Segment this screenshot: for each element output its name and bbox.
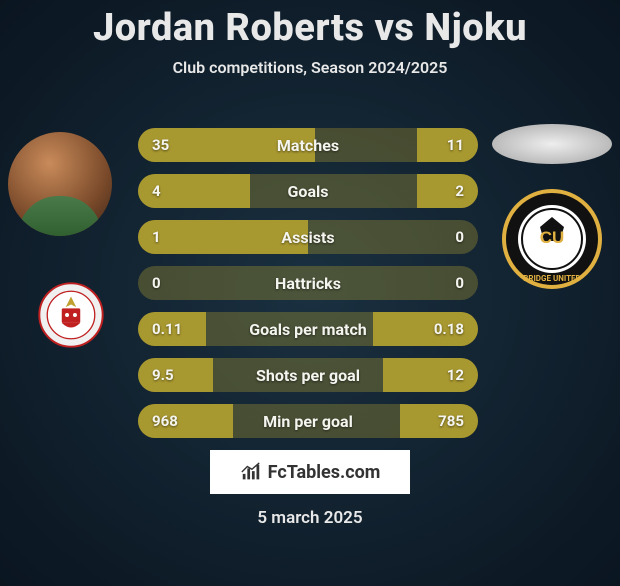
stat-label: Matches (202, 136, 414, 155)
stat-value-left: 35 (138, 136, 202, 154)
stat-label: Hattricks (202, 274, 414, 293)
player1-club-crest-icon (38, 282, 104, 348)
stat-value-left: 1 (138, 228, 202, 246)
svg-text:CU: CU (540, 228, 565, 247)
page-title: Jordan Roberts vs Njoku (0, 6, 620, 50)
player2-club-crest-icon: CU BRIDGE UNITED (502, 189, 602, 289)
stat-label: Assists (202, 228, 414, 247)
stat-value-right: 11 (414, 136, 478, 154)
stat-row: 4Goals2 (138, 174, 478, 208)
stat-value-right: 2 (414, 182, 478, 200)
stat-label: Min per goal (202, 412, 414, 431)
stat-value-right: 0 (414, 228, 478, 246)
brand-logo[interactable]: FcTables.com (210, 450, 410, 494)
stat-label: Goals (202, 182, 414, 201)
date-label: 5 march 2025 (0, 508, 620, 528)
subtitle: Club competitions, Season 2024/2025 (0, 58, 620, 77)
stat-value-left: 0.11 (138, 320, 202, 338)
stats-table: 35Matches114Goals21Assists00Hattricks00.… (138, 128, 478, 450)
player1-photo (8, 132, 112, 236)
stat-value-right: 0 (414, 274, 478, 292)
stat-row: 9.5Shots per goal12 (138, 358, 478, 392)
stat-value-right: 12 (414, 366, 478, 384)
player2-name: Njoku (424, 6, 527, 50)
stat-row: 35Matches11 (138, 128, 478, 162)
chart-icon (240, 461, 262, 483)
stat-value-left: 968 (138, 412, 202, 430)
stat-value-left: 9.5 (138, 366, 202, 384)
brand-text: FcTables.com (268, 462, 381, 483)
player2-photo-placeholder (492, 124, 612, 164)
stat-label: Goals per match (202, 320, 414, 339)
stat-row: 968Min per goal785 (138, 404, 478, 438)
stat-label: Shots per goal (202, 366, 414, 385)
stat-value-left: 0 (138, 274, 202, 292)
stat-row: 0Hattricks0 (138, 266, 478, 300)
svg-text:BRIDGE UNITED: BRIDGE UNITED (523, 274, 581, 283)
vs-label: vs (374, 6, 414, 50)
stat-value-left: 4 (138, 182, 202, 200)
stat-value-right: 785 (414, 412, 478, 430)
player1-name: Jordan Roberts (93, 6, 365, 50)
stat-value-right: 0.18 (414, 320, 478, 338)
stat-row: 0.11Goals per match0.18 (138, 312, 478, 346)
stat-row: 1Assists0 (138, 220, 478, 254)
